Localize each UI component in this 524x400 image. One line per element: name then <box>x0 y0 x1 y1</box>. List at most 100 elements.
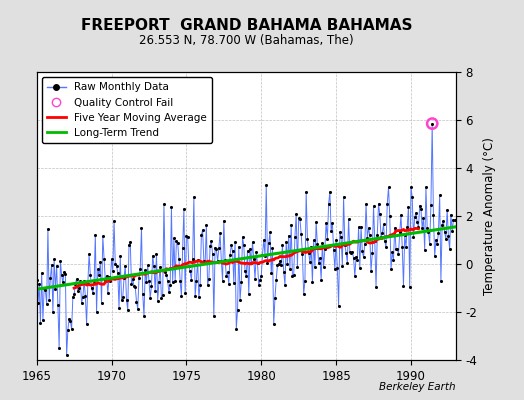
Point <box>279 269 288 275</box>
Point <box>321 246 329 252</box>
Text: FREEPORT  GRAND BAHAMA BAHAMAS: FREEPORT GRAND BAHAMA BAHAMAS <box>81 18 412 33</box>
Point <box>72 276 81 282</box>
Point <box>162 272 171 278</box>
Point <box>436 278 445 284</box>
Point <box>428 120 436 127</box>
Point <box>322 220 330 226</box>
Point <box>285 232 293 239</box>
Point <box>258 251 267 258</box>
Point <box>203 282 212 289</box>
Point <box>327 228 335 234</box>
Point <box>402 244 410 250</box>
Point <box>271 294 279 301</box>
Point <box>167 204 176 210</box>
Point <box>209 250 217 257</box>
Point <box>59 279 67 286</box>
Point <box>387 266 395 272</box>
Point <box>311 264 319 270</box>
Point <box>53 302 62 308</box>
Point <box>248 239 257 245</box>
Point <box>307 244 315 250</box>
Point <box>173 240 182 246</box>
Point <box>282 238 290 245</box>
Point <box>383 200 391 207</box>
Point <box>412 210 420 216</box>
Point <box>143 279 151 286</box>
Point <box>68 326 76 332</box>
Point <box>386 213 394 219</box>
Point <box>398 244 407 250</box>
Point <box>43 226 52 232</box>
Point <box>225 280 233 287</box>
Point <box>56 258 64 264</box>
Point <box>239 242 248 248</box>
Point <box>215 245 223 252</box>
Point <box>417 206 425 212</box>
Point <box>288 273 297 280</box>
Point <box>186 268 194 274</box>
Point <box>192 278 201 284</box>
Point <box>84 280 92 287</box>
Point <box>312 218 320 225</box>
Point <box>220 218 228 224</box>
Point <box>399 282 408 289</box>
Point <box>52 262 61 269</box>
Point <box>352 254 361 260</box>
Point <box>50 256 58 262</box>
Point <box>265 240 273 246</box>
Point <box>286 265 294 272</box>
Point <box>206 243 214 249</box>
Point <box>308 279 316 285</box>
Point <box>226 252 234 258</box>
Point <box>310 237 318 244</box>
Point <box>443 207 451 213</box>
Point <box>191 293 199 300</box>
Text: Berkeley Earth: Berkeley Earth <box>379 382 456 392</box>
Point <box>75 285 83 291</box>
Point <box>189 256 197 262</box>
Point <box>304 250 313 256</box>
Point <box>348 249 356 255</box>
Point <box>199 227 207 233</box>
Point <box>272 277 280 283</box>
Point <box>124 307 132 313</box>
Point <box>95 272 103 278</box>
Legend: Raw Monthly Data, Quality Control Fail, Five Year Moving Average, Long-Term Tren: Raw Monthly Data, Quality Control Fail, … <box>42 77 212 143</box>
Point <box>301 278 309 284</box>
Point <box>91 232 100 238</box>
Point <box>343 260 352 266</box>
Point <box>359 254 368 260</box>
Point <box>446 211 455 218</box>
Point <box>243 248 252 254</box>
Point <box>368 250 376 256</box>
Point <box>111 260 119 267</box>
Point <box>151 288 159 294</box>
Point <box>85 251 93 257</box>
Point <box>136 265 145 272</box>
Point <box>140 313 148 319</box>
Point <box>277 262 286 268</box>
Point <box>364 225 373 231</box>
Point <box>65 316 73 322</box>
Point <box>81 292 90 299</box>
Point <box>336 229 344 235</box>
Point <box>356 265 364 271</box>
Point <box>171 277 179 284</box>
Point <box>420 247 429 253</box>
Point <box>247 260 256 266</box>
Point <box>433 240 441 247</box>
Point <box>435 192 444 198</box>
Point <box>283 261 292 268</box>
Point <box>361 241 369 247</box>
Point <box>376 211 384 218</box>
Point <box>425 241 434 248</box>
Point <box>251 276 259 282</box>
Point <box>249 256 258 263</box>
Point <box>314 260 323 266</box>
Point <box>397 212 405 218</box>
Point <box>207 238 215 244</box>
Point <box>445 246 454 252</box>
Point <box>372 283 380 290</box>
Point <box>163 278 172 284</box>
Point <box>408 194 417 200</box>
